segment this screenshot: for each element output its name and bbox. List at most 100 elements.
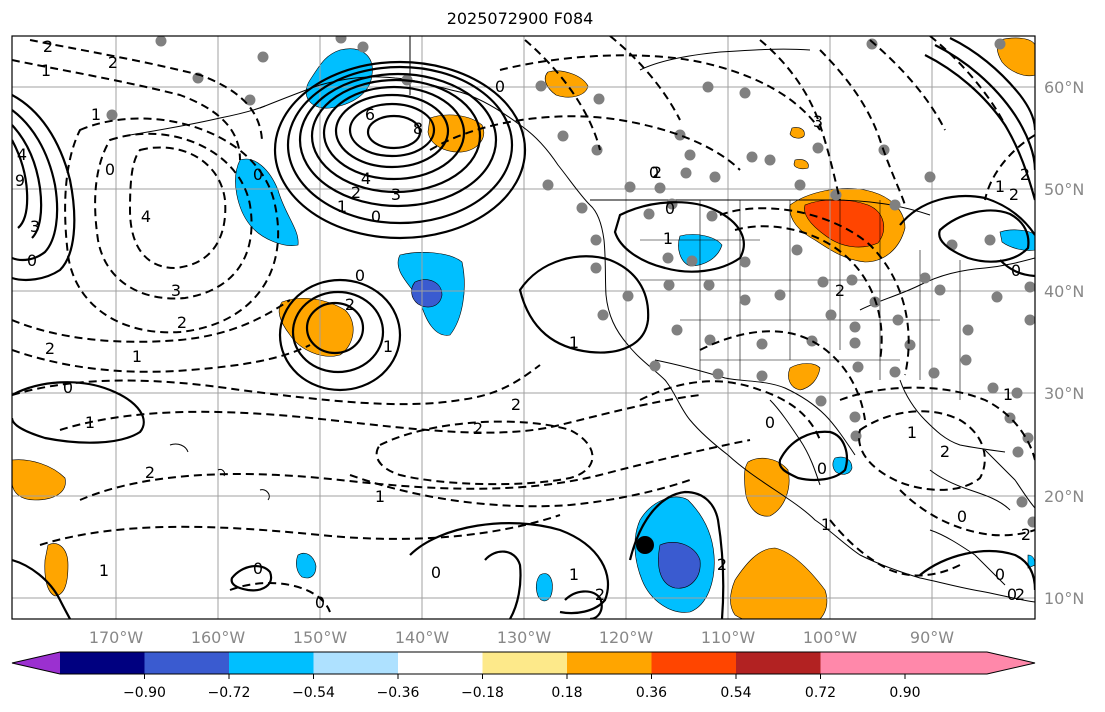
contour-label: 1 [85,413,95,432]
colorbar-segment [144,652,229,674]
contour-label: 0 [371,207,381,226]
contour-label: 0 [995,565,1005,584]
colorbar-segment [60,652,145,674]
contour-label: 0 [649,163,659,182]
contour-label: 2 [1021,525,1031,544]
colorbar-label: 0.90 [889,685,920,701]
contour-label: 2 [145,463,155,482]
contour-label: 1 [1003,385,1013,404]
contour-label: 9 [15,171,25,190]
contour-label: 2 [1009,185,1019,204]
colorbar-outline [11,651,1036,675]
contour-label: 0 [315,593,325,612]
contour-label: 2 [511,395,521,414]
contour-label: 0 [253,559,263,578]
contour-label: 2 [835,281,845,300]
lon-tick-label: 160°W [191,628,246,647]
contour-label: 0 [1011,261,1021,280]
contour-labels: 2 2 1 0 0 9 4 3 4 3 2 1 2 1 0 1 2 1 6 8 … [15,37,1031,612]
colorbar-segment [313,652,398,674]
contour-label: 0 [431,563,441,582]
map-frame [11,35,1036,620]
contour-label: 0 [665,199,675,218]
colorbar-extend-low [12,652,60,674]
contour-label: 0 [495,77,505,96]
contour-label: 3 [30,217,40,236]
map-title: 2025072900 F084 [446,9,594,28]
colorbar-label: −0.18 [461,685,504,701]
lat-tick-label: 60°N [1044,78,1084,97]
lat-tick-label: 40°N [1044,282,1084,301]
contour-label: 0 [1007,585,1017,604]
colorbar-label: −0.90 [123,685,166,701]
contour-label: 2 [473,419,483,438]
negative-contours [12,36,1035,613]
contour-label: 0 [817,459,827,478]
lon-tick-label: 130°W [497,628,552,647]
contour-label: 2 [345,295,355,314]
colorbar-label: 0.72 [805,685,836,701]
contour-label: 1 [663,229,673,248]
colorbar-label: 0.18 [551,685,582,701]
colorbar-label: −0.36 [377,685,420,701]
contour-label: 1 [41,61,51,80]
contour-label: 0 [355,266,365,285]
colorbar-label: −0.54 [292,685,335,701]
contour-label: 2 [1015,585,1025,604]
lon-tick-label: 170°W [89,628,144,647]
contour-label: 0 [957,507,967,526]
lon-tick-label: 100°W [803,628,858,647]
contour-label: 2 [43,37,53,56]
contour-label: 1 [821,515,831,534]
colorbar-segment [482,652,567,674]
contour-label: 4 [141,207,151,226]
colorbar-segment [398,652,483,674]
lon-tick-label: 150°W [293,628,348,647]
colorbar-segment [651,652,736,674]
storm-marker [636,536,654,554]
lat-tick-label: 30°N [1044,384,1084,403]
map-area: 2 2 1 0 0 9 4 3 4 3 2 1 2 1 0 1 2 1 6 8 … [12,36,1035,619]
contour-label: 4 [17,145,27,164]
shaded-anomaly-regions [12,37,1035,619]
lon-tick-label: 110°W [701,628,756,647]
contour-label: 1 [383,337,393,356]
colorbar-label: 0.54 [720,685,751,701]
contour-label: 1 [132,347,142,366]
colorbar-segment [736,652,821,674]
contour-label: 1 [337,197,347,216]
contour-label: 0 [253,165,263,184]
contour-label: 1 [995,177,1005,196]
colorbar-label: 0.36 [636,685,667,701]
colorbar-segment [567,652,652,674]
contour-label: 2 [595,585,605,604]
contour-label: 2 [717,555,727,574]
contour-label: 0 [27,251,37,270]
contour-label: 8 [413,119,423,138]
contour-label: 1 [375,487,385,506]
lat-tick-label: 20°N [1044,487,1084,506]
contour-label: 0 [105,160,115,179]
contour-label: 2 [351,183,361,202]
coastlines [129,36,1035,603]
lon-tick-label: 140°W [395,628,450,647]
contour-label: 1 [569,333,579,352]
contour-label: 2 [940,442,950,461]
contour-label: 1 [569,565,579,584]
contour-label: 6 [365,105,375,124]
colorbar-segment [820,652,905,674]
contour-label: 3 [813,112,823,131]
graticule [12,36,1035,619]
lon-tick-label: 120°W [599,628,654,647]
contour-label: 0 [765,413,775,432]
colorbar: −0.90 −0.72 −0.54 −0.36 −0.18 0.18 0.36 … [11,651,1036,701]
lon-tick-label: 90°W [910,628,954,647]
colorbar-label: −0.72 [208,685,251,701]
contour-label: 2 [108,53,118,72]
contour-label: 2 [45,339,55,358]
state-borders [640,200,961,400]
contour-label: 2 [177,313,187,332]
contour-label: 2 [652,163,662,182]
latitude-axis: 60°N 50°N 40°N 30°N 20°N 10°N [1044,78,1084,608]
